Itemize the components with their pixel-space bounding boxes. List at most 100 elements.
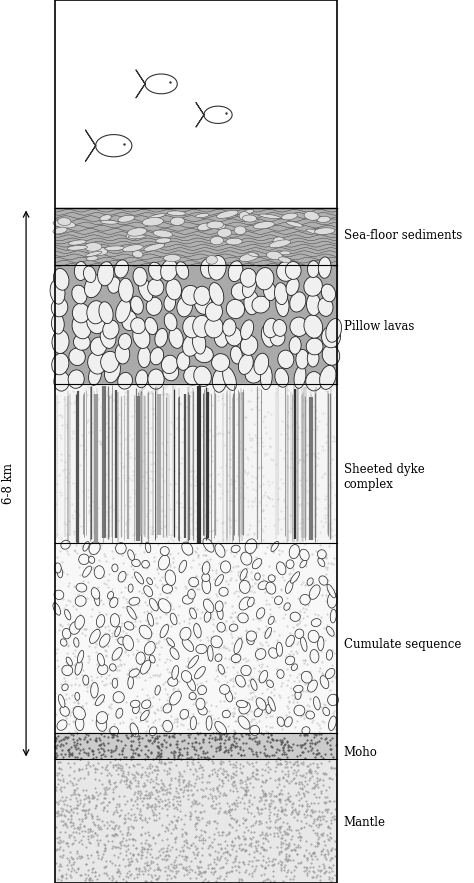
Ellipse shape (144, 585, 153, 597)
Ellipse shape (118, 334, 132, 350)
Polygon shape (96, 134, 132, 157)
Ellipse shape (229, 624, 238, 631)
Ellipse shape (161, 260, 178, 281)
Ellipse shape (198, 685, 207, 695)
Ellipse shape (253, 222, 274, 229)
Ellipse shape (60, 706, 69, 716)
Ellipse shape (280, 251, 291, 255)
Ellipse shape (61, 540, 70, 549)
Ellipse shape (163, 721, 173, 732)
Ellipse shape (286, 278, 299, 296)
Ellipse shape (57, 720, 67, 730)
Ellipse shape (115, 627, 120, 637)
Ellipse shape (310, 650, 319, 663)
Ellipse shape (108, 592, 114, 599)
Ellipse shape (310, 585, 320, 600)
Ellipse shape (266, 705, 271, 713)
Ellipse shape (279, 257, 291, 262)
Ellipse shape (128, 584, 133, 592)
Ellipse shape (116, 708, 123, 718)
Ellipse shape (268, 575, 275, 582)
Ellipse shape (198, 223, 211, 230)
Text: Mantle: Mantle (344, 817, 386, 829)
Ellipse shape (100, 634, 110, 647)
Ellipse shape (62, 665, 73, 675)
Ellipse shape (170, 613, 177, 625)
Ellipse shape (52, 330, 69, 353)
Ellipse shape (223, 366, 237, 390)
Ellipse shape (160, 547, 169, 555)
Ellipse shape (306, 372, 322, 391)
Ellipse shape (166, 279, 182, 300)
Ellipse shape (128, 235, 146, 238)
Ellipse shape (208, 645, 213, 661)
Ellipse shape (91, 588, 100, 599)
Ellipse shape (269, 240, 291, 247)
Ellipse shape (239, 253, 259, 261)
Ellipse shape (189, 692, 196, 699)
Ellipse shape (291, 571, 300, 583)
Ellipse shape (301, 637, 307, 652)
Ellipse shape (319, 257, 331, 278)
Ellipse shape (133, 326, 150, 349)
Ellipse shape (254, 708, 263, 717)
Ellipse shape (237, 215, 258, 221)
Ellipse shape (190, 716, 196, 729)
Ellipse shape (193, 315, 211, 337)
Ellipse shape (318, 550, 326, 559)
Ellipse shape (207, 221, 224, 229)
Ellipse shape (138, 278, 153, 301)
Ellipse shape (198, 706, 207, 715)
Ellipse shape (118, 278, 133, 302)
Ellipse shape (241, 552, 252, 565)
Ellipse shape (164, 295, 175, 312)
Ellipse shape (244, 291, 259, 314)
Ellipse shape (131, 318, 146, 334)
Ellipse shape (252, 296, 270, 313)
Ellipse shape (274, 283, 288, 305)
Ellipse shape (133, 705, 139, 713)
Ellipse shape (201, 259, 216, 278)
Ellipse shape (255, 573, 260, 580)
Ellipse shape (60, 638, 67, 646)
Ellipse shape (239, 597, 251, 610)
Ellipse shape (149, 655, 155, 663)
Ellipse shape (326, 668, 335, 679)
Ellipse shape (144, 642, 155, 655)
Ellipse shape (132, 251, 143, 258)
Ellipse shape (72, 314, 91, 339)
Ellipse shape (169, 328, 183, 349)
Ellipse shape (318, 298, 333, 316)
Ellipse shape (327, 585, 336, 598)
Ellipse shape (112, 678, 118, 688)
Ellipse shape (108, 277, 120, 293)
Ellipse shape (202, 578, 211, 593)
Ellipse shape (189, 577, 199, 587)
Ellipse shape (300, 560, 307, 568)
Ellipse shape (311, 619, 321, 627)
Ellipse shape (170, 647, 179, 660)
Ellipse shape (128, 228, 147, 236)
Ellipse shape (245, 366, 262, 383)
Ellipse shape (66, 657, 73, 666)
Ellipse shape (103, 321, 119, 339)
Ellipse shape (240, 336, 258, 355)
Ellipse shape (319, 576, 328, 585)
Ellipse shape (231, 654, 241, 662)
Ellipse shape (144, 244, 165, 251)
Ellipse shape (130, 700, 140, 707)
Ellipse shape (112, 564, 118, 572)
Ellipse shape (132, 559, 140, 567)
Ellipse shape (133, 268, 147, 286)
Ellipse shape (285, 580, 293, 593)
Ellipse shape (110, 614, 119, 627)
Ellipse shape (275, 368, 289, 388)
Ellipse shape (322, 345, 340, 366)
Ellipse shape (206, 255, 218, 264)
Text: Cumulate sequence: Cumulate sequence (344, 638, 461, 651)
Ellipse shape (277, 261, 296, 282)
Ellipse shape (110, 727, 118, 736)
Ellipse shape (86, 256, 98, 260)
Ellipse shape (313, 697, 320, 710)
Ellipse shape (142, 700, 151, 709)
